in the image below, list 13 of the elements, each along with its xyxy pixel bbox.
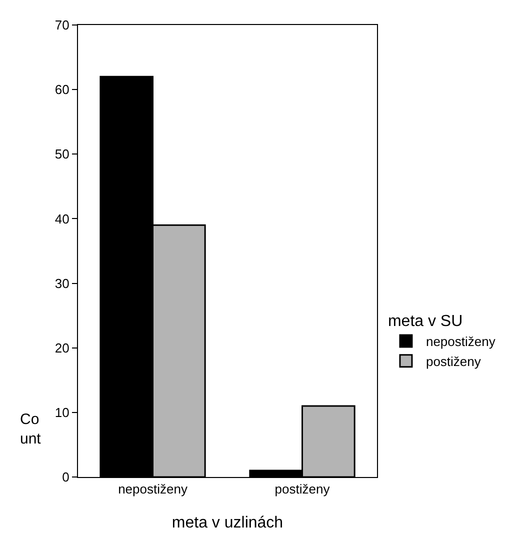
y-tick-label: 60: [54, 82, 70, 98]
y-tick-label: 20: [54, 340, 70, 356]
y-tick-label: 30: [54, 276, 70, 291]
y-tick-label: 0: [62, 470, 70, 485]
y-tick-label: 50: [54, 146, 70, 162]
y-tick-label: 70: [54, 18, 70, 33]
legend-title: meta v SU: [388, 313, 463, 330]
legend-label: nepostiženy: [426, 334, 496, 350]
y-tick-label: 10: [54, 404, 70, 420]
y-tick-label: 40: [54, 211, 70, 226]
y-axis-title: Co unt: [20, 411, 42, 448]
legend-label: postiženy: [426, 354, 482, 369]
x-axis-title: meta v uzlinách: [172, 514, 284, 532]
